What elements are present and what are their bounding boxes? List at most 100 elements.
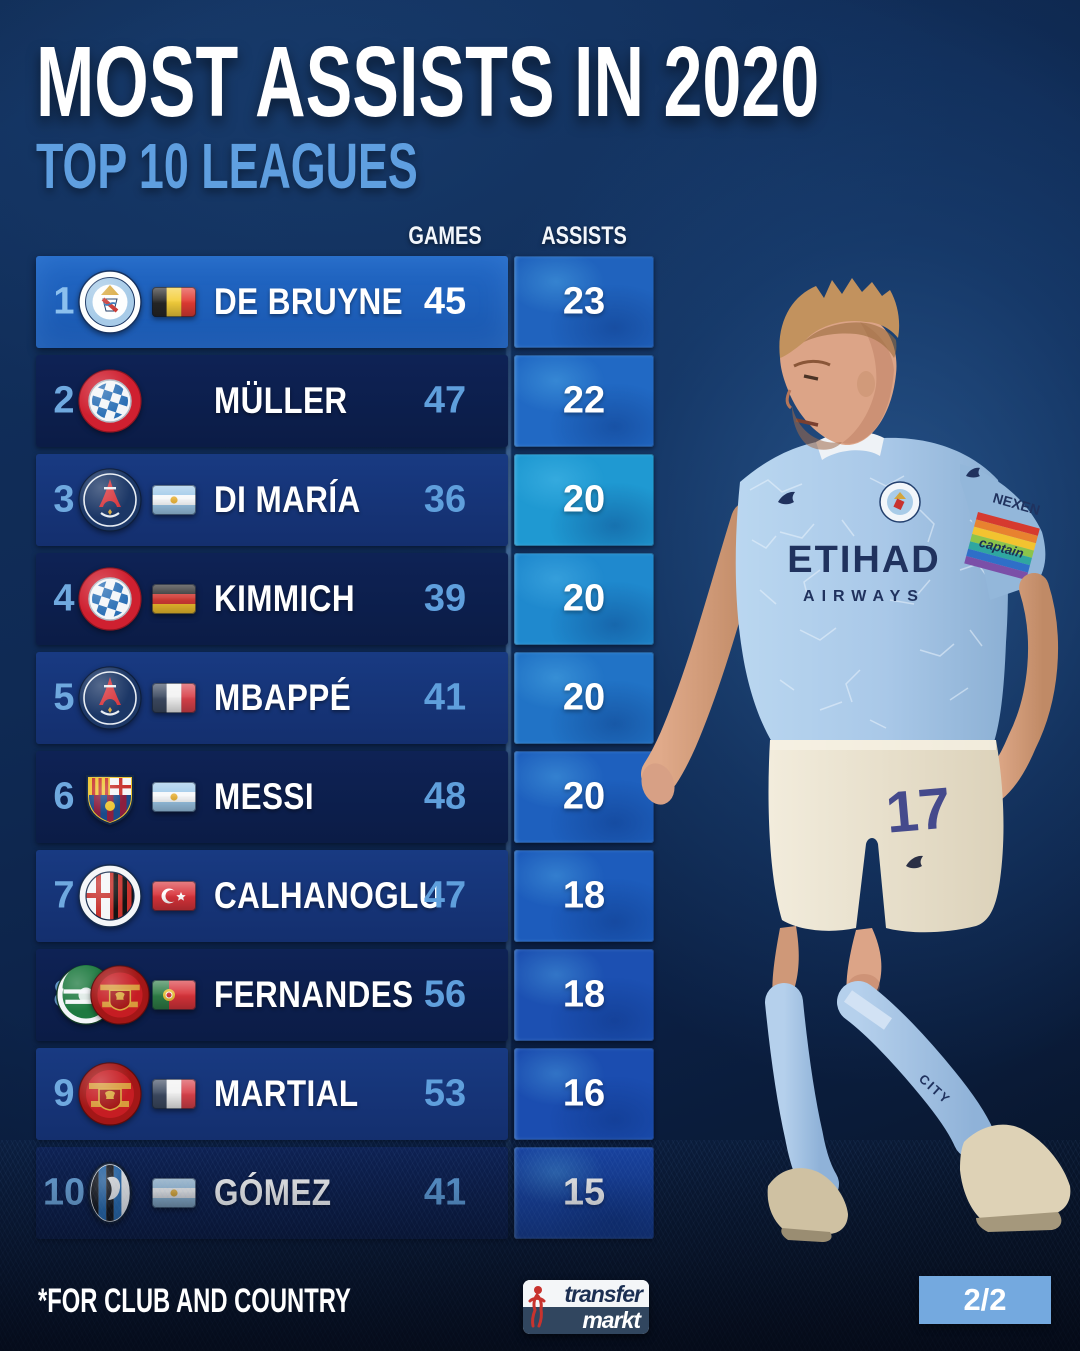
- portugal-flag-icon: [152, 980, 196, 1010]
- player-jersey: [735, 437, 1008, 742]
- france-flag-icon: [152, 1079, 196, 1109]
- table-row: 10 GÓMEZ 41 15: [36, 1147, 654, 1239]
- table-row: 4 KIMMICH 39 20: [36, 553, 654, 645]
- player-mouth: [795, 418, 819, 427]
- face-shading: [842, 322, 894, 444]
- page-indicator-badge: 2/2: [919, 1276, 1051, 1324]
- games-value: 36: [423, 478, 467, 521]
- rank-label: 9: [53, 1072, 75, 1115]
- ranking-table: 1 DE BRUYNE 45 23 2 MÜLLER 47 22 3: [36, 256, 654, 1246]
- table-row: 9 MARTIAL 53 16: [36, 1048, 654, 1140]
- player-stubble: [792, 406, 842, 450]
- games-value: 41: [423, 1171, 467, 1214]
- row-background: 7 CALHANOGLU 47: [36, 850, 508, 942]
- argentina-flag-icon: [152, 485, 196, 515]
- table-row: 5 MBAPPÉ 41 20: [36, 652, 654, 744]
- player-name: CALHANOGLU: [214, 875, 442, 916]
- man-united-badge-icon: [77, 1061, 143, 1127]
- nation-flag: [152, 386, 196, 416]
- shorts-number: 17: [883, 775, 953, 845]
- assists-value: 18: [562, 874, 606, 917]
- player-hair: [779, 278, 900, 358]
- rank-label: 5: [53, 676, 75, 719]
- club-badges: [76, 763, 144, 831]
- assists-cell: 20: [514, 454, 654, 546]
- player-face: [780, 310, 897, 446]
- player-name: MARTIAL: [214, 1073, 359, 1114]
- argentina-flag-icon: [152, 782, 196, 812]
- psg-badge-icon: [77, 665, 143, 731]
- puma-logo-shoulder-icon: [966, 467, 980, 478]
- rank-label: 6: [53, 775, 75, 818]
- bayern-badge-icon: [77, 566, 143, 632]
- row-background: 2 MÜLLER 47: [36, 355, 508, 447]
- player-name: FERNANDES: [214, 974, 414, 1015]
- column-header-assists: ASSISTS: [541, 222, 627, 250]
- hair-shading: [804, 322, 897, 358]
- player-back-arm: [641, 501, 769, 793]
- games-value: 47: [423, 379, 467, 422]
- player-back-sock: [765, 983, 839, 1203]
- assists-value: 16: [562, 1072, 606, 1115]
- club-badges: [76, 367, 144, 435]
- row-background: 1 DE BRUYNE 45: [36, 256, 508, 348]
- nation-flag: [152, 980, 196, 1010]
- row-background: 3 DI MARÍA 36: [36, 454, 508, 546]
- player-name: GÓMEZ: [214, 1172, 332, 1213]
- argentina-flag-icon: [152, 1178, 196, 1208]
- table-row: 8 FERNANDES 56 18: [36, 949, 654, 1041]
- puma-logo-chest-icon: [778, 491, 795, 505]
- assists-cell: 16: [514, 1048, 654, 1140]
- player-back-hand: [641, 763, 675, 805]
- nation-flag: [152, 1079, 196, 1109]
- table-row: 6 MESSI 48 20: [36, 751, 654, 843]
- bayern-badge-icon: [77, 368, 143, 434]
- row-background: 9 MARTIAL 53: [36, 1048, 508, 1140]
- sock-rib-band: [843, 990, 893, 1030]
- page-indicator: 2/2: [963, 1282, 1007, 1317]
- logo-text-markt: markt: [582, 1307, 641, 1333]
- page-subtitle: TOP 10 LEAGUES: [36, 130, 418, 202]
- player-brow: [793, 359, 831, 368]
- player-nose: [785, 389, 793, 410]
- assists-cell: 20: [514, 652, 654, 744]
- player-name: DE BRUYNE: [214, 281, 404, 322]
- club-badges: [76, 466, 144, 534]
- puma-logo-shorts-icon: [906, 855, 923, 869]
- nation-flag: [152, 584, 196, 614]
- nation-flag: [152, 782, 196, 812]
- club-badges: [76, 862, 144, 930]
- germany-flag-icon: [152, 584, 196, 614]
- player-name: MÜLLER: [214, 380, 348, 421]
- jersey-sponsor-subtext: AIRWAYS: [803, 588, 925, 605]
- table-row: 1 DE BRUYNE 45 23: [36, 256, 654, 348]
- assists-value: 23: [562, 280, 606, 323]
- assists-value: 20: [562, 676, 606, 719]
- table-row: 2 MÜLLER 47 22: [36, 355, 654, 447]
- nation-flag: [152, 881, 196, 911]
- nation-flag: [152, 683, 196, 713]
- rank-label: 3: [53, 478, 75, 521]
- club-badges: [76, 1060, 144, 1128]
- games-value: 47: [423, 874, 467, 917]
- club-badges: [76, 565, 144, 633]
- row-background: 10 GÓMEZ 41: [36, 1147, 508, 1239]
- assists-cell: 23: [514, 256, 654, 348]
- psg-badge-icon: [77, 467, 143, 533]
- player-front-arm: [977, 573, 1059, 803]
- man-united-badge-icon: [89, 964, 151, 1026]
- games-value: 48: [423, 775, 467, 818]
- player-name: MESSI: [214, 776, 314, 817]
- transfermarkt-player-figure-icon: [528, 1286, 546, 1328]
- assists-cell: 22: [514, 355, 654, 447]
- rainbow-captain-armband: captain: [964, 511, 1040, 580]
- games-value: 53: [423, 1072, 467, 1115]
- club-badges: [76, 961, 144, 1029]
- rank-label: 4: [53, 577, 75, 620]
- nation-flag: [152, 1178, 196, 1208]
- player-shorts: [768, 740, 1004, 933]
- rank-label: 7: [53, 874, 75, 917]
- nation-flag: [152, 287, 196, 317]
- games-value: 56: [423, 973, 467, 1016]
- shorts-waistband: [770, 740, 996, 750]
